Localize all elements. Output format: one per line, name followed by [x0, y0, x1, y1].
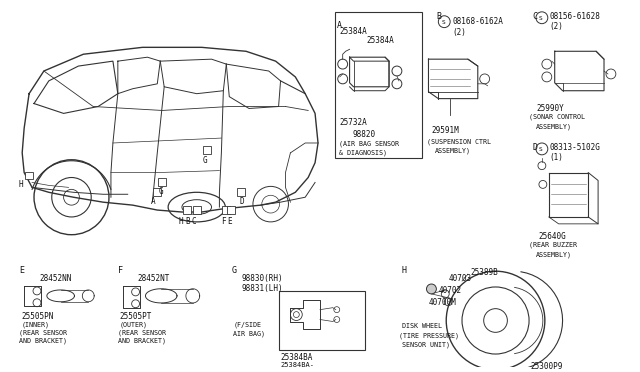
Text: 25505PN: 25505PN: [21, 312, 54, 321]
Text: 40702: 40702: [438, 286, 461, 295]
Text: E: E: [19, 266, 24, 275]
Text: 25384BA: 25384BA: [280, 353, 313, 362]
Bar: [278, 291, 365, 350]
Text: S: S: [539, 16, 543, 21]
Text: H: H: [18, 180, 23, 189]
Text: 25384A: 25384A: [366, 36, 394, 45]
Text: 98830(RH): 98830(RH): [241, 274, 283, 283]
Text: H: H: [179, 217, 184, 226]
Text: 25990Y: 25990Y: [536, 103, 564, 113]
Text: SENSOR UNIT): SENSOR UNIT): [402, 341, 450, 348]
Bar: [203, 146, 211, 154]
Bar: [222, 206, 230, 214]
Text: (REAR SENSOR: (REAR SENSOR: [118, 329, 166, 336]
Text: G: G: [203, 156, 207, 165]
Text: A: A: [150, 197, 155, 206]
Text: (REAR BUZZER: (REAR BUZZER: [529, 241, 577, 248]
Text: ASSEMBLY): ASSEMBLY): [536, 123, 572, 130]
Text: 29591M: 29591M: [431, 126, 459, 135]
Text: DISK WHEEL: DISK WHEEL: [402, 324, 442, 330]
Text: F: F: [118, 266, 123, 275]
Text: 25300P9: 25300P9: [530, 362, 563, 371]
Text: G: G: [158, 187, 163, 196]
Bar: [193, 206, 201, 214]
Text: (SONAR CONTROL: (SONAR CONTROL: [529, 113, 585, 120]
Text: ASSEMBLY): ASSEMBLY): [435, 148, 470, 154]
Circle shape: [426, 284, 436, 294]
Text: (2): (2): [550, 22, 564, 31]
Text: 08313-5102G: 08313-5102G: [550, 143, 601, 152]
Text: (F/SIDE: (F/SIDE: [233, 321, 261, 328]
Text: (AIR BAG SENSOR: (AIR BAG SENSOR: [339, 140, 399, 147]
Text: 25384BA-: 25384BA-: [280, 362, 314, 368]
Text: AND BRACKET): AND BRACKET): [118, 337, 166, 344]
Text: A: A: [337, 21, 342, 30]
Text: 08168-6162A: 08168-6162A: [452, 17, 503, 26]
Text: 08156-61628: 08156-61628: [550, 12, 601, 21]
Text: (SUSPENSION CTRL: (SUSPENSION CTRL: [426, 138, 490, 145]
Text: 25389B: 25389B: [471, 268, 499, 277]
Text: AND BRACKET): AND BRACKET): [19, 337, 67, 344]
Text: 98831(LH): 98831(LH): [241, 284, 283, 293]
Text: F: F: [221, 217, 226, 226]
Text: S: S: [539, 147, 543, 152]
Text: D: D: [532, 143, 537, 152]
Text: D: D: [239, 197, 244, 206]
Text: ASSEMBLY): ASSEMBLY): [536, 251, 572, 258]
Text: 25640G: 25640G: [539, 232, 566, 241]
Text: (REAR SENSOR: (REAR SENSOR: [19, 329, 67, 336]
Text: & DIAGNOSIS): & DIAGNOSIS): [339, 150, 387, 156]
Bar: [335, 12, 422, 158]
Text: B: B: [185, 217, 189, 226]
Text: C: C: [192, 217, 196, 226]
Bar: [227, 206, 235, 214]
Text: (INNER): (INNER): [21, 321, 49, 328]
Text: (TIRE PRESSURE): (TIRE PRESSURE): [399, 332, 459, 339]
Text: 25384A: 25384A: [340, 27, 367, 36]
Bar: [154, 188, 161, 196]
Bar: [158, 179, 166, 186]
Text: G: G: [231, 266, 236, 275]
Text: 40700M: 40700M: [428, 298, 456, 307]
Text: (2): (2): [452, 28, 466, 36]
Text: 28452NT: 28452NT: [138, 274, 170, 283]
Text: 28452NN: 28452NN: [39, 274, 71, 283]
Bar: [237, 188, 245, 196]
Text: 98820: 98820: [353, 130, 376, 139]
Text: E: E: [227, 217, 232, 226]
Text: S: S: [442, 20, 445, 25]
Text: H: H: [402, 266, 407, 275]
Text: B: B: [436, 12, 442, 21]
Text: (OUTER): (OUTER): [120, 321, 148, 328]
Bar: [25, 171, 33, 179]
Text: 25505PT: 25505PT: [120, 312, 152, 321]
Bar: [183, 206, 191, 214]
Text: 25732A: 25732A: [340, 118, 367, 127]
Text: AIR BAG): AIR BAG): [233, 330, 265, 337]
Text: 40703: 40703: [448, 274, 471, 283]
Text: C: C: [532, 12, 537, 21]
Text: (1): (1): [550, 153, 564, 162]
